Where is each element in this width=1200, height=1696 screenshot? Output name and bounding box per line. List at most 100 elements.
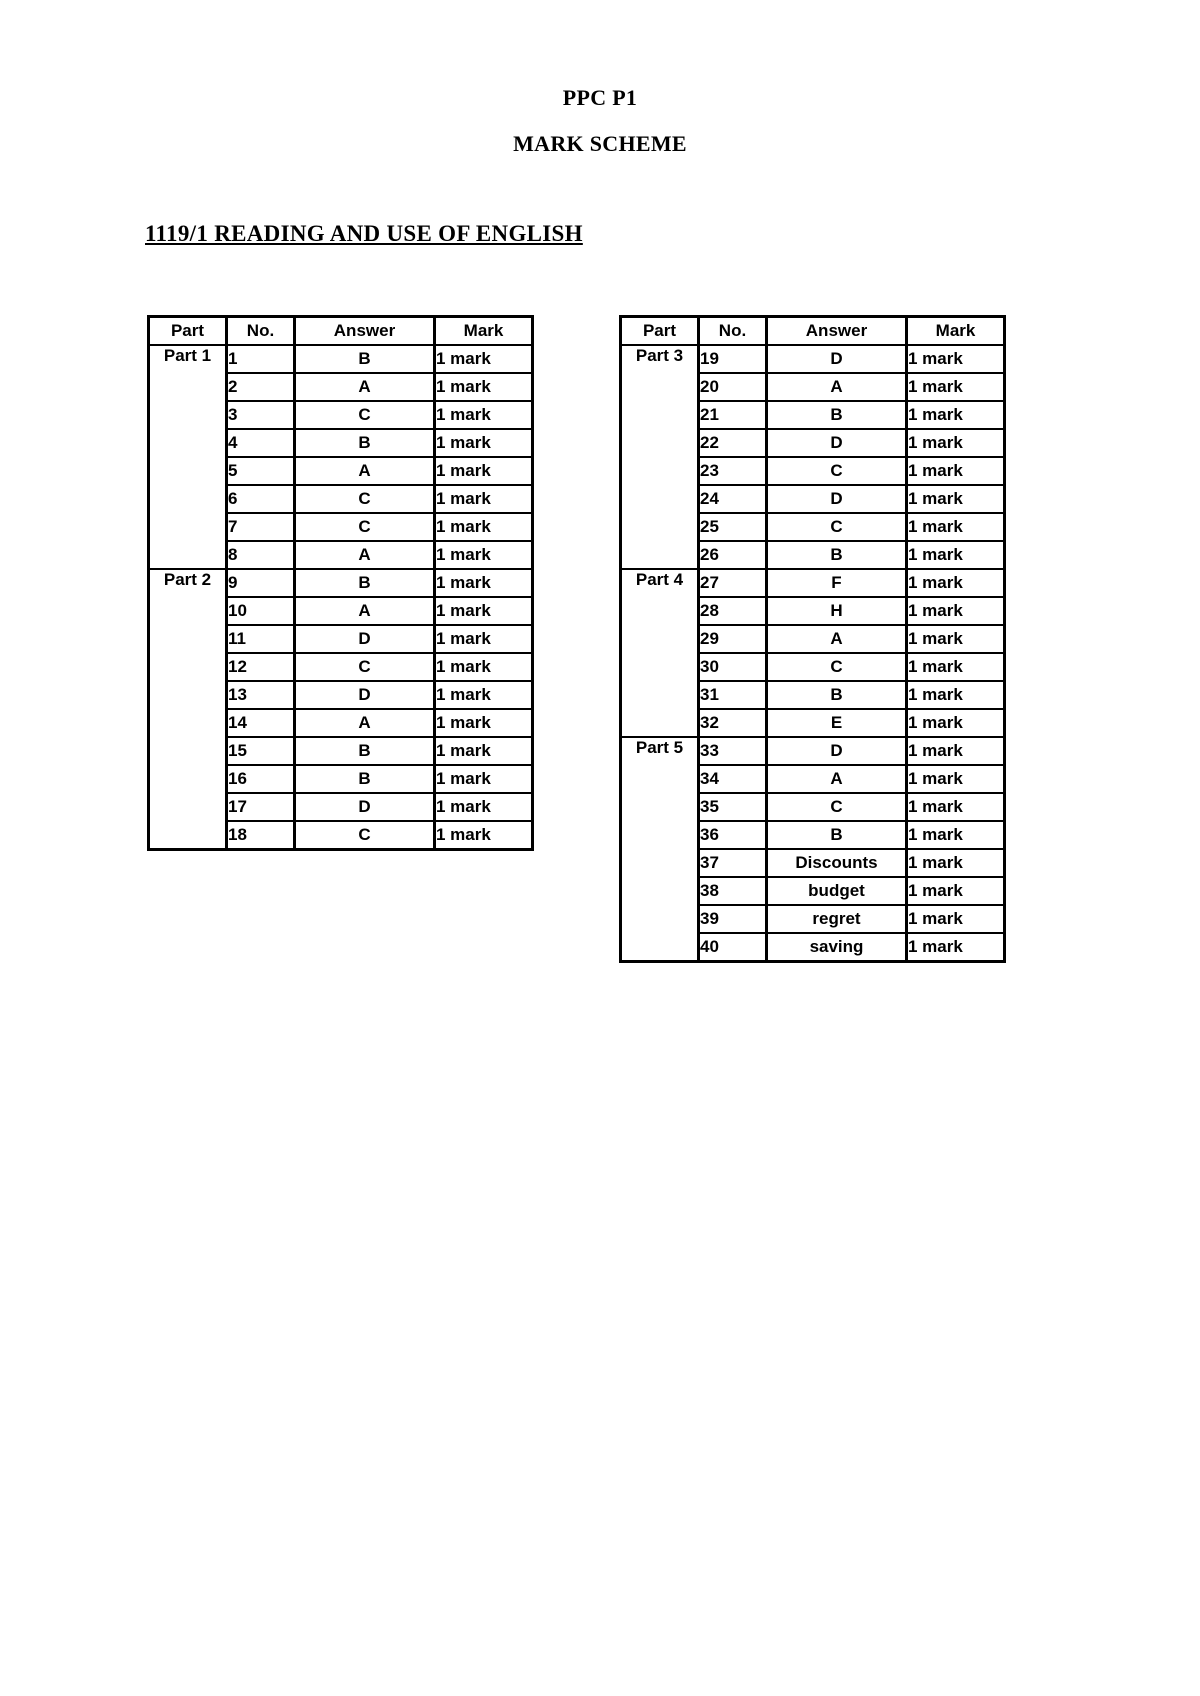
answer-row: 15 B 1 mark xyxy=(149,736,534,766)
question-number-cell: 37 xyxy=(697,848,768,878)
question-number-cell: 39 xyxy=(697,904,768,934)
answer-cell: B xyxy=(765,820,908,850)
question-number-cell: 36 xyxy=(697,820,768,850)
answer-cell: D xyxy=(293,624,436,654)
part-label-cell: Part 1 xyxy=(147,344,228,570)
mark-cell: 1 mark xyxy=(905,624,1006,654)
mark-cell: 1 mark xyxy=(433,736,534,766)
answer-row: 28 H 1 mark xyxy=(621,596,1006,626)
answer-cell: A xyxy=(293,596,436,626)
answer-row: 40 saving 1 mark xyxy=(621,932,1006,963)
mark-cell: 1 mark xyxy=(433,820,534,851)
document-title: PPC P1 xyxy=(562,85,638,110)
answer-cell: C xyxy=(293,512,436,542)
mark-cell: 1 mark xyxy=(433,792,534,822)
mark-cell: 1 mark xyxy=(905,652,1006,682)
question-number-cell: 27 xyxy=(697,568,768,598)
answer-cell: C xyxy=(765,512,908,542)
answer-row: 32 E 1 mark xyxy=(621,708,1006,738)
part-label-cell: Part 4 xyxy=(619,568,700,738)
question-number-cell: 8 xyxy=(225,540,296,570)
mark-cell: 1 mark xyxy=(905,904,1006,934)
answer-cell: A xyxy=(293,372,436,402)
column-header-mark: Mark xyxy=(905,315,1006,346)
question-number-cell: 33 xyxy=(697,736,768,766)
answer-row: 36 B 1 mark xyxy=(621,820,1006,850)
section-heading: 1119/1 READING AND USE OF ENGLISH xyxy=(145,221,583,246)
part-label-cell: Part 2 xyxy=(147,568,228,851)
answer-row: 37 Discounts 1 mark xyxy=(621,848,1006,878)
mark-cell: 1 mark xyxy=(433,372,534,402)
question-number-cell: 11 xyxy=(225,624,296,654)
answer-cell: A xyxy=(765,372,908,402)
answer-cell: D xyxy=(765,344,908,374)
answer-table-right: Part No. Answer Mark Part 3 19 D 1 mark 20 A 1 mar… xyxy=(619,315,1006,963)
mark-cell: 1 mark xyxy=(433,484,534,514)
question-number-cell: 29 xyxy=(697,624,768,654)
mark-cell: 1 mark xyxy=(905,428,1006,458)
answer-cell: C xyxy=(765,792,908,822)
mark-cell: 1 mark xyxy=(433,596,534,626)
question-number-cell: 24 xyxy=(697,484,768,514)
question-number-cell: 35 xyxy=(697,792,768,822)
part-label-cell: Part 3 xyxy=(619,344,700,570)
answer-row: 21 B 1 mark xyxy=(621,400,1006,430)
answer-row: Part 5 33 D 1 mark xyxy=(619,736,1006,963)
document-subtitle: MARK SCHEME xyxy=(513,131,687,156)
question-number-cell: 9 xyxy=(225,568,296,598)
question-number-cell: 34 xyxy=(697,764,768,794)
mark-cell: 1 mark xyxy=(433,540,534,570)
header-row: Part No. Answer Mark xyxy=(147,315,534,346)
column-header-part: Part xyxy=(619,315,700,346)
mark-cell: 1 mark xyxy=(905,540,1006,570)
answer-cell: D xyxy=(765,736,908,766)
answer-cell: H xyxy=(765,596,908,626)
answer-cell: F xyxy=(765,568,908,598)
mark-cell: 1 mark xyxy=(905,848,1006,878)
answer-row: 38 budget 1 mark xyxy=(621,876,1006,906)
mark-cell: 1 mark xyxy=(905,792,1006,822)
answer-cell: budget xyxy=(765,876,908,906)
answer-row: 13 D 1 mark xyxy=(149,680,534,710)
answer-row: 20 A 1 mark xyxy=(621,372,1006,402)
mark-cell: 1 mark xyxy=(905,400,1006,430)
question-number-cell: 1 xyxy=(225,344,296,374)
mark-cell: 1 mark xyxy=(433,400,534,430)
question-number-cell: 38 xyxy=(697,876,768,906)
question-number-cell: 25 xyxy=(697,512,768,542)
answer-row: 10 A 1 mark xyxy=(149,596,534,626)
answer-cell: A xyxy=(765,624,908,654)
mark-cell: 1 mark xyxy=(905,456,1006,486)
answer-row: Part 4 27 F 1 mark xyxy=(619,568,1006,738)
answer-cell: E xyxy=(765,708,908,738)
answer-cell: regret xyxy=(765,904,908,934)
mark-cell: 1 mark xyxy=(905,876,1006,906)
question-number-cell: 31 xyxy=(697,680,768,710)
mark-cell: 1 mark xyxy=(905,932,1006,963)
question-number-cell: 15 xyxy=(225,736,296,766)
mark-cell: 1 mark xyxy=(905,596,1006,626)
mark-cell: 1 mark xyxy=(905,344,1006,374)
question-number-cell: 7 xyxy=(225,512,296,542)
answer-cell: D xyxy=(765,484,908,514)
mark-cell: 1 mark xyxy=(905,736,1006,766)
answer-cell: A xyxy=(293,456,436,486)
question-number-cell: 5 xyxy=(225,456,296,486)
answer-row: 24 D 1 mark xyxy=(621,484,1006,514)
answer-row: 29 A 1 mark xyxy=(621,624,1006,654)
answer-cell: Discounts xyxy=(765,848,908,878)
mark-cell: 1 mark xyxy=(433,708,534,738)
answer-cell: C xyxy=(765,456,908,486)
mark-cell: 1 mark xyxy=(433,652,534,682)
question-number-cell: 23 xyxy=(697,456,768,486)
question-number-cell: 26 xyxy=(697,540,768,570)
column-header-no: No. xyxy=(697,315,768,346)
question-number-cell: 13 xyxy=(225,680,296,710)
mark-cell: 1 mark xyxy=(905,568,1006,598)
